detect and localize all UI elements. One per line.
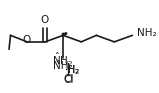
Text: O: O	[40, 15, 48, 25]
Text: •: •	[62, 29, 68, 39]
Text: $\mathregular{\cdot H_2}$: $\mathregular{\cdot H_2}$	[64, 63, 80, 77]
Text: $\mathregular{\hat{N}H_2}$: $\mathregular{\hat{N}H_2}$	[52, 51, 73, 69]
Text: Cl: Cl	[63, 74, 74, 85]
Text: O: O	[22, 35, 31, 45]
Text: N̂H₂: N̂H₂	[53, 61, 72, 72]
Text: ·H₂: ·H₂	[65, 65, 80, 75]
Text: NH₂: NH₂	[137, 28, 157, 38]
Text: Cl: Cl	[63, 74, 74, 84]
